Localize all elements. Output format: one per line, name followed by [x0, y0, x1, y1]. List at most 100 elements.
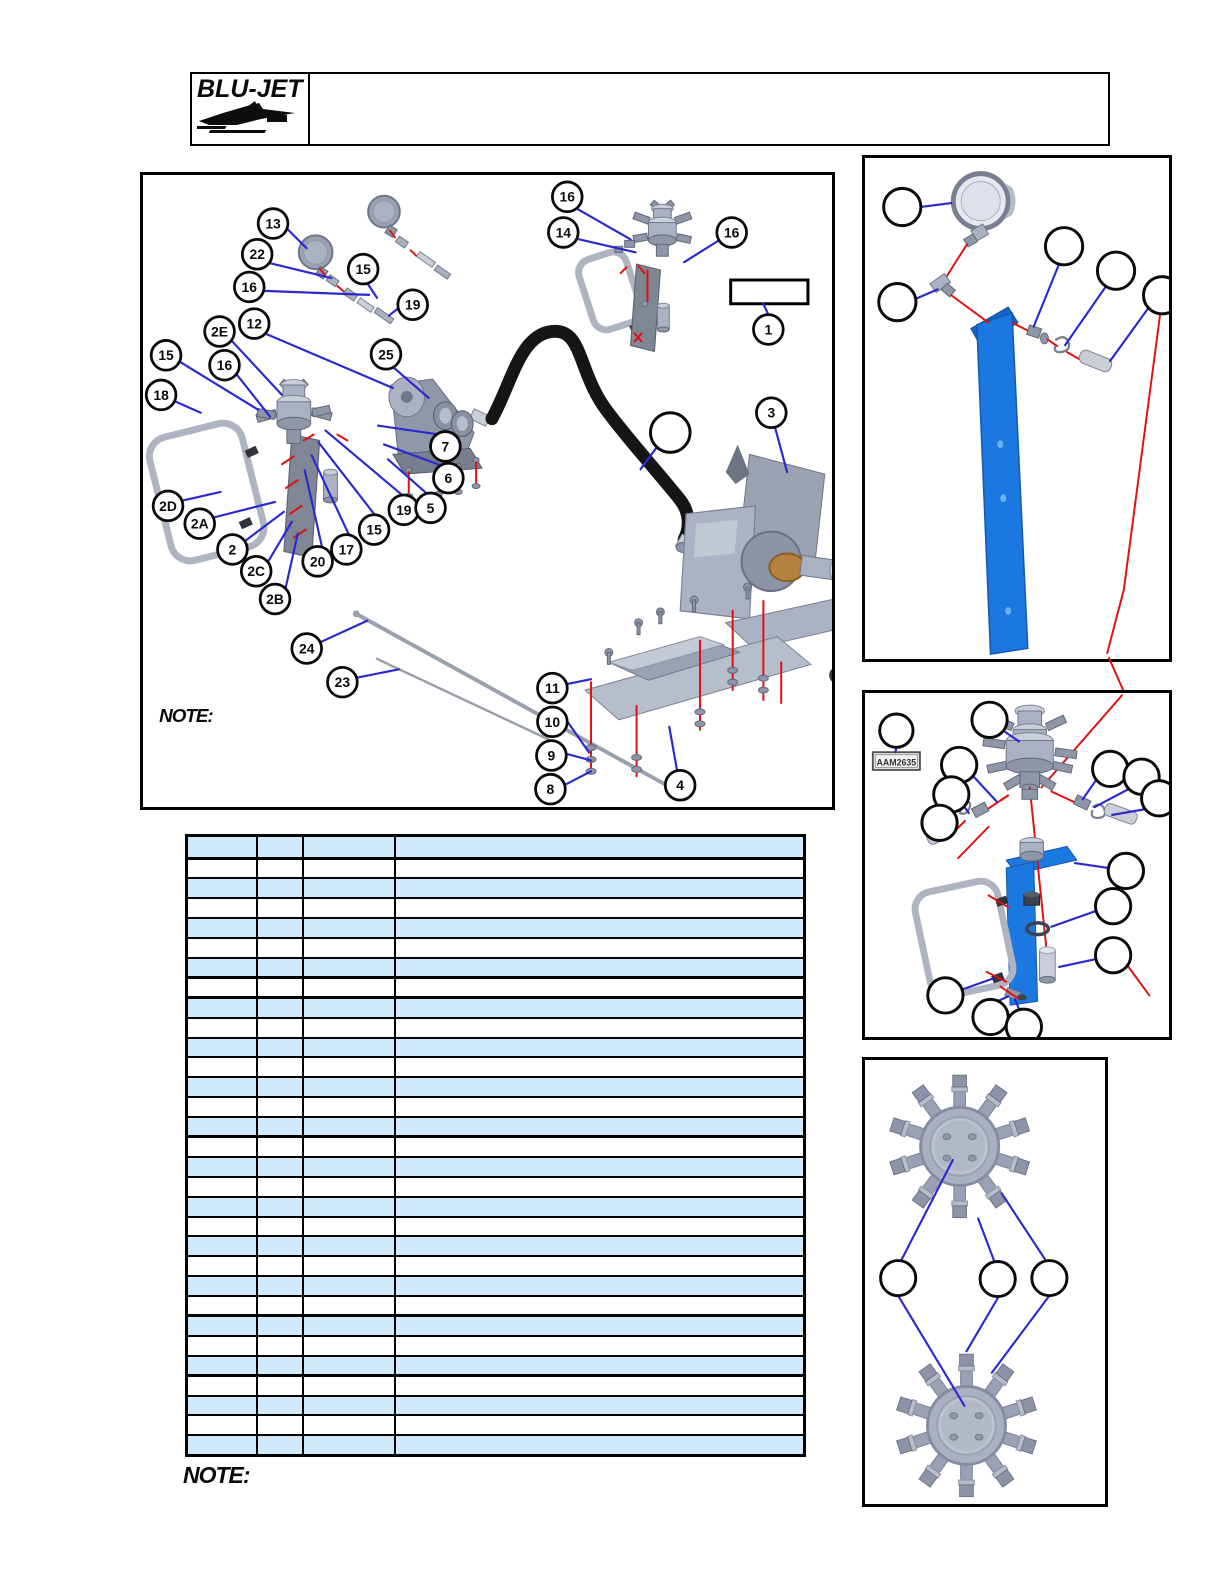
- table-cell: [255, 1056, 304, 1079]
- table-cell: [255, 1175, 304, 1198]
- shank: [970, 306, 1029, 656]
- table-cell: [255, 956, 304, 980]
- table-row: [185, 1175, 806, 1198]
- callout-11: 11: [536, 671, 569, 705]
- leader-lines: [897, 1158, 1051, 1407]
- table-cell: [185, 1314, 258, 1337]
- table-cell: [185, 877, 258, 900]
- table-cell: [255, 897, 304, 920]
- empty-callouts: [877, 186, 1169, 323]
- table-cell: [393, 1215, 806, 1238]
- table-cell: [185, 1096, 258, 1119]
- table-cell: [301, 857, 396, 880]
- svg-text:7: 7: [442, 438, 450, 454]
- table-cell: [185, 1155, 258, 1178]
- table-cell: [393, 1096, 806, 1119]
- plate-bolts: [604, 582, 752, 665]
- table-cell: [255, 1195, 304, 1218]
- table-cell: [301, 1434, 396, 1457]
- part-number-box: [729, 278, 810, 306]
- table-cell: [255, 1135, 304, 1158]
- svg-text:23: 23: [335, 674, 351, 690]
- svg-text:13: 13: [265, 215, 281, 231]
- table-cell: [301, 1215, 396, 1238]
- pressure-gauge-assembly-left: [297, 234, 395, 325]
- callout-2B: 2B: [258, 582, 292, 616]
- table-row: [185, 1414, 806, 1437]
- manifold-heads-diagram: [879, 1060, 1069, 1504]
- table-cell: [185, 1334, 258, 1357]
- table-cell: [301, 976, 396, 1000]
- leader-lines: [172, 206, 789, 787]
- col-header-description: [393, 834, 806, 860]
- table-cell: [301, 1314, 396, 1337]
- table-cell: [255, 937, 304, 959]
- table-cell: [393, 1076, 806, 1099]
- table-cell: [185, 1175, 258, 1198]
- red-leader-gap: [1108, 657, 1125, 693]
- table-cell: [255, 1235, 304, 1258]
- manifold-head-bottom: [896, 1354, 1036, 1496]
- svg-text:17: 17: [339, 541, 355, 557]
- table-cell: [185, 1434, 258, 1457]
- svg-text:15: 15: [355, 261, 371, 277]
- table-cell: [301, 1334, 396, 1357]
- svg-text:15: 15: [158, 347, 174, 363]
- table-cell: [301, 1374, 396, 1397]
- right-fitting-chain: [1050, 790, 1138, 825]
- table-row: [185, 1056, 806, 1079]
- table-header-row: [185, 834, 806, 860]
- table-cell: [255, 1354, 304, 1378]
- table-cell: [185, 1215, 258, 1238]
- table-cell: [393, 1195, 806, 1218]
- table-cell: [301, 1275, 396, 1298]
- svg-text:19: 19: [405, 297, 421, 313]
- table-cell: [255, 1076, 304, 1099]
- svg-text:9: 9: [548, 747, 556, 763]
- svg-text:2D: 2D: [159, 498, 177, 514]
- callout-14: 14: [547, 216, 580, 249]
- callout-unlabeled: [648, 411, 692, 454]
- table-cell: [393, 1334, 806, 1357]
- callout-1: 1: [752, 313, 785, 346]
- table-row: [185, 976, 806, 1000]
- table-cell: [393, 1155, 806, 1178]
- callout-19: 19: [396, 288, 429, 322]
- table-cell: [393, 917, 806, 940]
- table-cell: [301, 897, 396, 920]
- callout-16: 16: [233, 270, 266, 304]
- svg-text:10: 10: [545, 714, 561, 730]
- table-cell: [393, 1354, 806, 1378]
- svg-text:16: 16: [242, 279, 258, 295]
- u-bolt-handle: [911, 877, 1017, 1000]
- table-row: [185, 996, 806, 1019]
- table-cell: [393, 1394, 806, 1417]
- parts-table-body: [185, 857, 806, 1457]
- table-cell: [301, 1354, 396, 1378]
- table-cell: [301, 956, 396, 980]
- callout-2E: 2E: [203, 315, 236, 348]
- header-title-area: [310, 74, 1108, 144]
- center-stack: [1019, 786, 1056, 984]
- table-cell: [301, 1414, 396, 1437]
- table-cell: [301, 1155, 396, 1178]
- callout-2D: 2D: [151, 489, 185, 523]
- callout-16c: 16: [715, 216, 748, 249]
- table-cell: [301, 1036, 396, 1059]
- table-row: [185, 1096, 806, 1119]
- callout-2: 2: [216, 533, 249, 566]
- svg-text:4: 4: [676, 777, 684, 793]
- callout-5: 5: [414, 491, 447, 525]
- callout-12: 12: [237, 307, 271, 340]
- manifold-hub-large: [982, 704, 1078, 792]
- table-cell: [301, 1116, 396, 1139]
- shank-detail-diagram: [877, 171, 1169, 656]
- center-manifold-assembly: [145, 378, 349, 565]
- table-row: [185, 1374, 806, 1397]
- manifold-hub-small: [632, 199, 693, 257]
- svg-text:16: 16: [560, 189, 576, 205]
- table-cell: [255, 1036, 304, 1059]
- manifold-head-top: [889, 1075, 1029, 1217]
- callout-7: 7: [429, 430, 462, 463]
- table-cell: [255, 917, 304, 940]
